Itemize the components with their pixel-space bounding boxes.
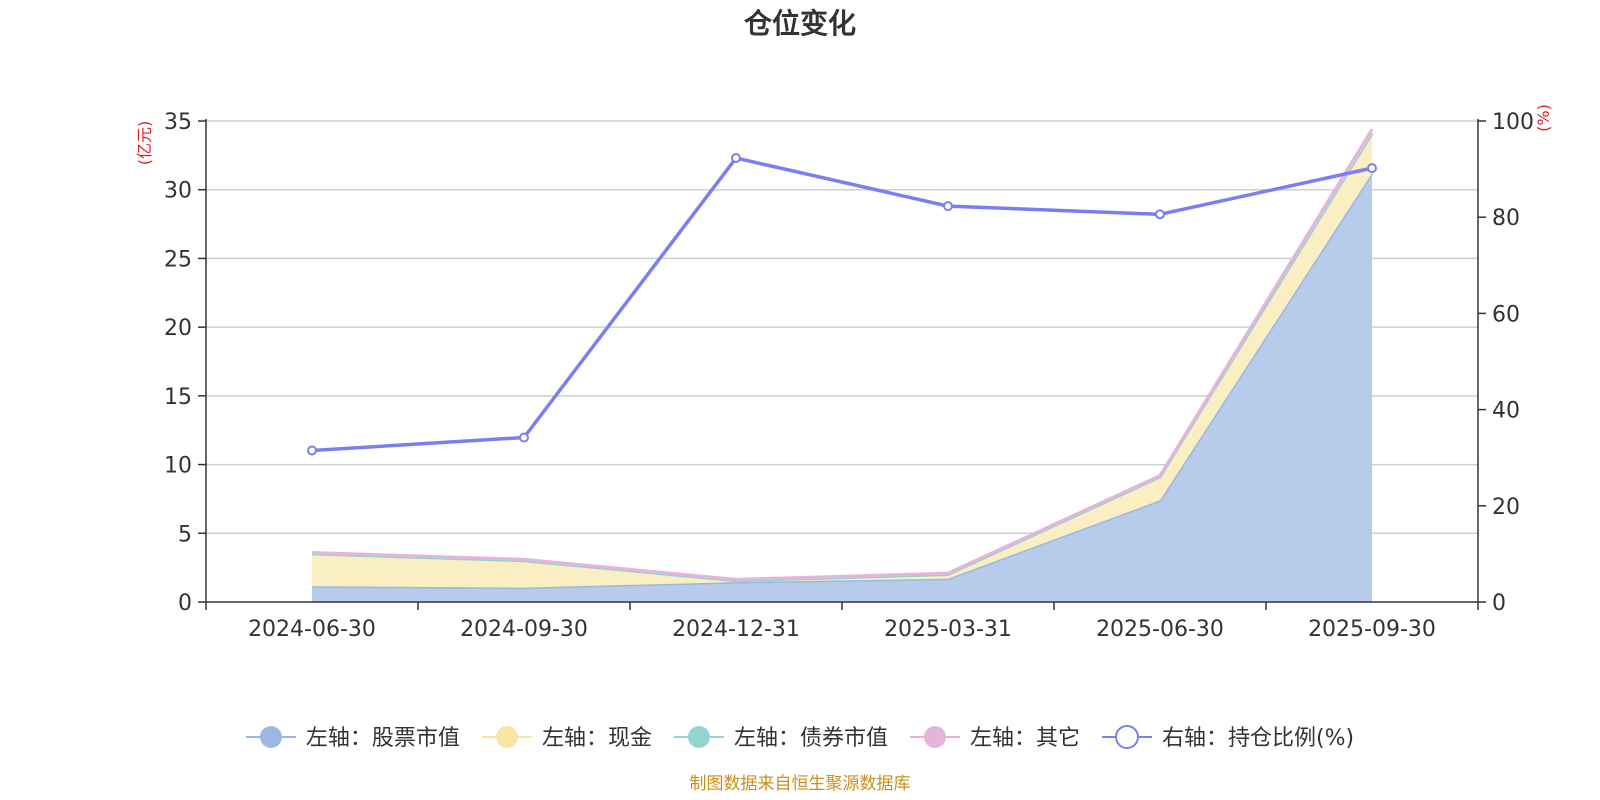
position-ratio-line bbox=[307, 153, 1377, 456]
legend: 左轴：股票市值 左轴：现金 左轴：债券市值 左轴：其它 右轴：持仓比例(%) bbox=[245, 725, 1354, 751]
x-axis-tick-label: 2025-06-30 bbox=[1096, 617, 1224, 642]
x-axis-tick-label: 2024-12-31 bbox=[672, 617, 800, 642]
axes: 0 5 10 15 20 25 30 35 0 20 40 60 80 100 2024-06-30 2024… bbox=[164, 110, 1534, 642]
x-axis-tick-label: 2024-06-30 bbox=[248, 617, 376, 642]
legend-marker bbox=[687, 726, 710, 748]
left-axis-tick-label: 20 bbox=[164, 316, 192, 341]
gridlines bbox=[206, 120, 1478, 535]
right-axis-tick-label: 20 bbox=[1492, 495, 1520, 520]
area-series-1 bbox=[312, 173, 1372, 603]
right-axis-tick-label: 80 bbox=[1492, 206, 1520, 231]
legend-item-1: 左轴：股票市值 bbox=[245, 726, 460, 751]
left-axis-unit: (亿元) bbox=[135, 121, 154, 166]
legend-marker bbox=[923, 726, 946, 748]
legend-item-5: 右轴：持仓比例(%) bbox=[1101, 725, 1354, 751]
legend-label: 左轴：债券市值 bbox=[734, 726, 888, 751]
x-axis-tick-label: 2025-09-30 bbox=[1308, 617, 1436, 642]
legend-label: 左轴：其它 bbox=[970, 726, 1080, 751]
left-axis-tick-label: 10 bbox=[164, 454, 192, 479]
right-axis-unit: (%) bbox=[1534, 104, 1553, 132]
left-axis-tick-label: 35 bbox=[164, 110, 192, 135]
ratio-point bbox=[731, 153, 741, 164]
area-series-4-edge bbox=[311, 128, 1374, 581]
legend-label: 左轴：股票市值 bbox=[306, 726, 460, 751]
left-axis-tick-label: 30 bbox=[164, 179, 192, 204]
ratio-line bbox=[311, 156, 1373, 453]
legend-marker bbox=[259, 726, 282, 748]
right-axis-tick-label: 40 bbox=[1492, 399, 1520, 424]
right-axis-tick-label: 60 bbox=[1492, 302, 1520, 327]
chart-title: 仓位变化 bbox=[744, 7, 856, 40]
legend-item-4: 左轴：其它 bbox=[909, 726, 1080, 751]
data-source-note: 制图数据来自恒生聚源数据库 bbox=[690, 774, 911, 794]
ratio-point bbox=[1155, 209, 1165, 220]
legend-label: 右轴：持仓比例(%) bbox=[1162, 726, 1354, 751]
x-axis-tick-label: 2025-03-31 bbox=[884, 617, 1012, 642]
left-axis-tick-label: 0 bbox=[178, 591, 192, 616]
legend-marker bbox=[495, 726, 518, 748]
legend-item-2: 左轴：现金 bbox=[481, 726, 652, 751]
right-axis-tick-label: 0 bbox=[1492, 591, 1506, 616]
left-axis-tick-label: 15 bbox=[164, 385, 192, 410]
legend-label: 左轴：现金 bbox=[542, 726, 652, 751]
left-axis-tick-label: 25 bbox=[164, 247, 192, 272]
left-axis-tick-label: 5 bbox=[178, 522, 192, 547]
stacked-areas bbox=[311, 128, 1374, 603]
ratio-point bbox=[307, 445, 317, 456]
ratio-point bbox=[519, 432, 529, 443]
right-axis-tick-label: 100 bbox=[1492, 110, 1534, 135]
legend-marker bbox=[1114, 725, 1139, 749]
ratio-point bbox=[1367, 163, 1377, 174]
legend-item-3: 左轴：债券市值 bbox=[673, 726, 888, 751]
x-axis-tick-label: 2024-09-30 bbox=[460, 617, 588, 642]
ratio-point bbox=[943, 201, 953, 212]
